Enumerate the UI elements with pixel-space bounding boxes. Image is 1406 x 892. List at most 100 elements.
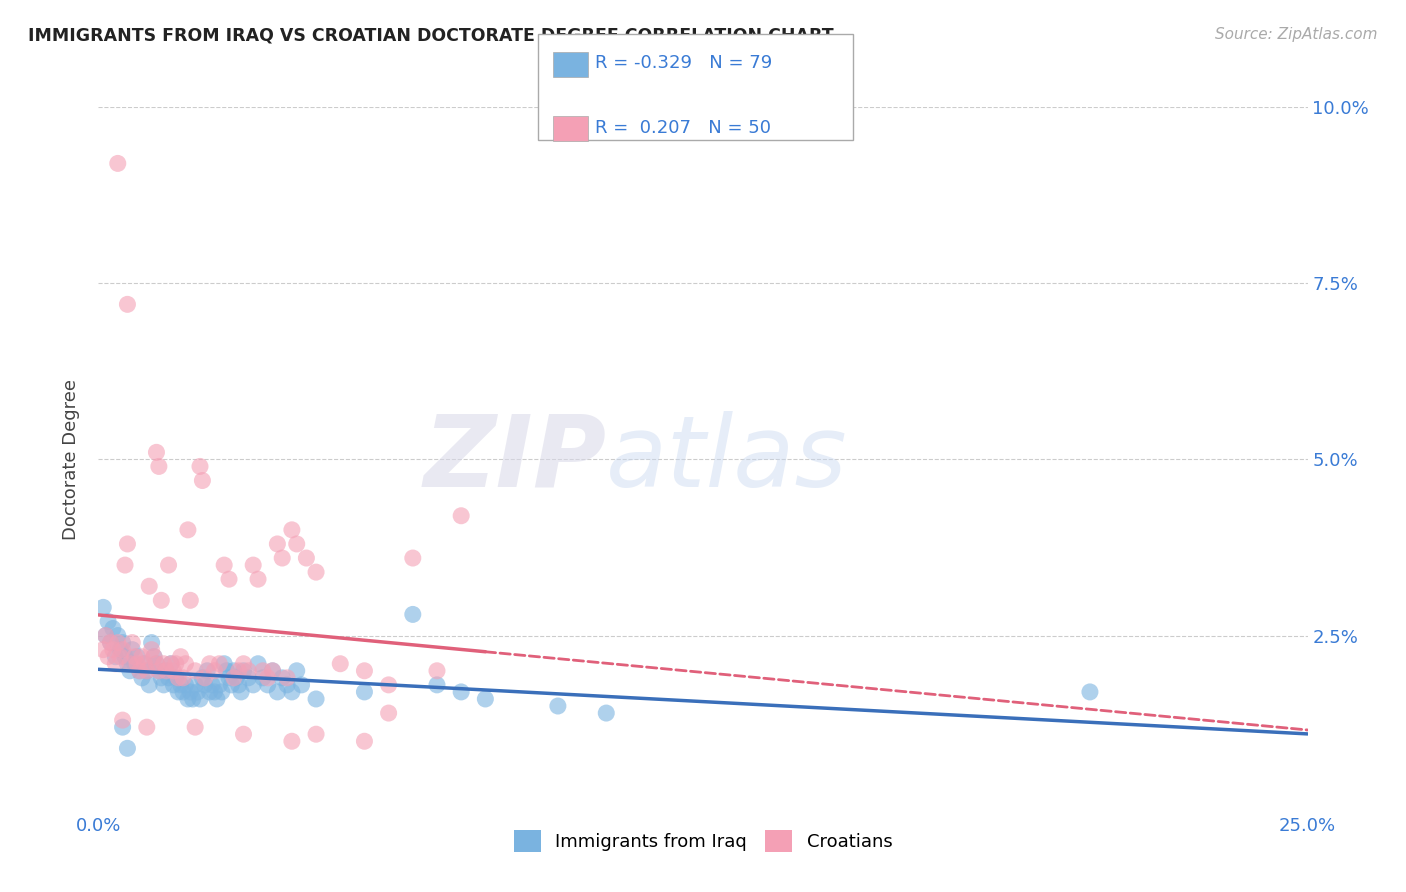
- Point: [184, 720, 207, 734]
- Point: [143, 649, 166, 664]
- Point: [212, 657, 235, 671]
- Point: [101, 642, 124, 657]
- Point: [276, 678, 298, 692]
- Point: [285, 537, 308, 551]
- Point: [215, 664, 238, 678]
- Point: [204, 664, 226, 678]
- Point: [238, 671, 260, 685]
- Point: [242, 678, 264, 692]
- Point: [281, 685, 304, 699]
- Point: [218, 671, 240, 685]
- Point: [134, 657, 156, 671]
- Point: [111, 635, 134, 649]
- Point: [135, 664, 157, 678]
- Point: [117, 537, 139, 551]
- Point: [134, 657, 156, 671]
- Point: [266, 685, 288, 699]
- Point: [191, 671, 214, 685]
- Point: [138, 579, 160, 593]
- Point: [285, 664, 308, 678]
- Point: [138, 678, 160, 692]
- Point: [111, 642, 134, 657]
- Point: [402, 607, 425, 622]
- Point: [169, 649, 191, 664]
- Point: [145, 657, 167, 671]
- Text: ZIP: ZIP: [423, 411, 606, 508]
- Point: [353, 734, 375, 748]
- Point: [155, 664, 177, 678]
- Point: [148, 459, 170, 474]
- Point: [228, 664, 250, 678]
- Point: [131, 649, 153, 664]
- Point: [547, 699, 569, 714]
- Point: [194, 678, 217, 692]
- Point: [191, 474, 214, 488]
- Point: [128, 664, 150, 678]
- Point: [1078, 685, 1101, 699]
- Point: [127, 657, 149, 671]
- Point: [117, 741, 139, 756]
- Point: [145, 657, 167, 671]
- Point: [141, 642, 163, 657]
- Point: [127, 649, 149, 664]
- Point: [114, 558, 136, 573]
- Point: [402, 551, 425, 566]
- Point: [107, 156, 129, 170]
- Point: [198, 685, 221, 699]
- Point: [188, 459, 211, 474]
- Point: [232, 664, 254, 678]
- Point: [426, 678, 449, 692]
- Point: [377, 706, 399, 720]
- Point: [91, 600, 114, 615]
- Point: [165, 657, 187, 671]
- Point: [148, 664, 170, 678]
- Legend: Immigrants from Iraq, Croatians: Immigrants from Iraq, Croatians: [506, 822, 900, 859]
- Point: [242, 558, 264, 573]
- Point: [221, 678, 243, 692]
- Point: [450, 508, 472, 523]
- Point: [271, 671, 294, 685]
- Point: [247, 657, 270, 671]
- Point: [179, 685, 201, 699]
- Point: [111, 720, 134, 734]
- Point: [157, 671, 180, 685]
- Point: [187, 685, 209, 699]
- Point: [450, 685, 472, 699]
- Point: [111, 713, 134, 727]
- Point: [181, 692, 204, 706]
- Point: [353, 664, 375, 678]
- Point: [155, 664, 177, 678]
- Point: [595, 706, 617, 720]
- Point: [201, 678, 224, 692]
- Point: [295, 551, 318, 566]
- Point: [184, 678, 207, 692]
- Point: [143, 649, 166, 664]
- Point: [172, 671, 194, 685]
- Point: [329, 657, 352, 671]
- Point: [174, 657, 197, 671]
- Point: [188, 692, 211, 706]
- Point: [179, 593, 201, 607]
- Point: [225, 671, 247, 685]
- Point: [135, 720, 157, 734]
- Point: [262, 664, 284, 678]
- Point: [426, 664, 449, 678]
- Y-axis label: Doctorate Degree: Doctorate Degree: [62, 379, 80, 540]
- Point: [121, 635, 143, 649]
- Point: [232, 657, 254, 671]
- Point: [107, 628, 129, 642]
- Point: [108, 649, 131, 664]
- Point: [252, 671, 274, 685]
- Point: [474, 692, 496, 706]
- Point: [152, 678, 174, 692]
- Point: [114, 649, 136, 664]
- Point: [177, 692, 200, 706]
- Point: [162, 678, 184, 692]
- Point: [124, 649, 146, 664]
- Point: [353, 685, 375, 699]
- Text: Source: ZipAtlas.com: Source: ZipAtlas.com: [1215, 27, 1378, 42]
- Point: [177, 523, 200, 537]
- Point: [305, 692, 328, 706]
- Point: [160, 657, 183, 671]
- Point: [195, 664, 218, 678]
